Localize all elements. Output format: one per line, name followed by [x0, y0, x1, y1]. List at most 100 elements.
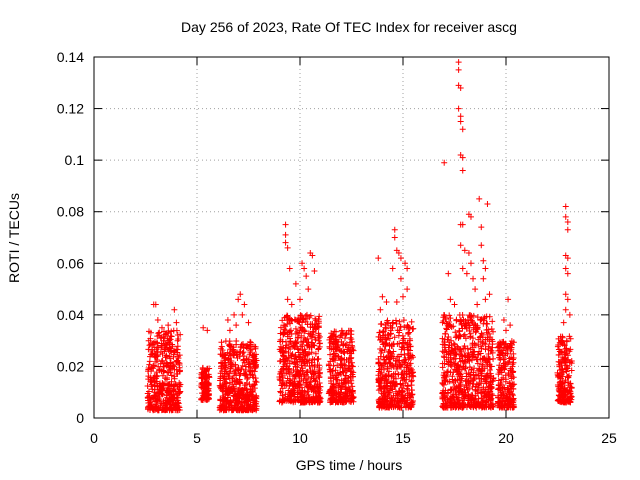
data-point: [283, 362, 290, 369]
data-point: [287, 377, 294, 384]
data-point: [393, 320, 400, 327]
data-point: [253, 405, 260, 412]
data-point: [347, 334, 354, 341]
data-point: [165, 369, 172, 376]
data-point: [441, 159, 448, 166]
data-point: [499, 397, 506, 404]
data-point: [171, 306, 178, 313]
data-point: [200, 324, 207, 331]
data-point: [284, 296, 291, 303]
data-point: [154, 340, 161, 347]
data-point: [474, 390, 481, 397]
data-point: [459, 400, 466, 407]
data-point: [490, 375, 497, 382]
data-point: [279, 385, 286, 392]
data-point: [167, 355, 174, 362]
data-point: [144, 394, 151, 401]
data-point: [379, 374, 386, 381]
data-point: [468, 351, 475, 358]
data-point: [285, 344, 292, 351]
data-point: [377, 321, 384, 328]
data-point: [224, 356, 231, 363]
data-point: [443, 373, 450, 380]
data-point: [478, 330, 485, 337]
data-point: [222, 366, 229, 373]
data-point: [238, 403, 245, 410]
data-point: [478, 316, 485, 323]
data-point: [459, 221, 466, 228]
data-point: [383, 319, 390, 326]
data-point: [249, 371, 256, 378]
data-point: [159, 391, 166, 398]
data-point: [338, 332, 345, 339]
data-point: [465, 249, 472, 256]
data-point: [376, 403, 383, 410]
data-point: [166, 366, 173, 373]
data-point: [376, 329, 383, 336]
data-point: [559, 338, 566, 345]
data-point: [497, 380, 504, 387]
y-tick-label: 0.14: [57, 49, 84, 65]
data-point: [174, 346, 181, 353]
data-point: [406, 341, 413, 348]
data-point: [332, 333, 339, 340]
data-point: [563, 397, 570, 404]
data-point: [474, 314, 481, 321]
data-point: [288, 392, 295, 399]
data-point: [146, 342, 153, 349]
data-point: [160, 328, 167, 335]
data-point: [475, 336, 482, 343]
data-point: [554, 397, 561, 404]
data-point: [276, 376, 283, 383]
data-point: [220, 394, 227, 401]
data-point: [557, 387, 564, 394]
data-point: [567, 380, 574, 387]
data-point: [400, 335, 407, 342]
data-point: [173, 327, 180, 334]
data-point: [386, 335, 393, 342]
data-point: [159, 372, 166, 379]
data-point: [305, 375, 312, 382]
data-point: [240, 345, 247, 352]
data-point: [283, 355, 290, 362]
data-point: [164, 335, 171, 342]
data-point: [382, 393, 389, 400]
data-point: [407, 337, 414, 344]
data-point: [466, 402, 473, 409]
data-point: [292, 280, 299, 287]
data-point: [295, 389, 302, 396]
data-point: [299, 347, 306, 354]
data-point: [251, 343, 258, 350]
data-point: [398, 361, 405, 368]
data-point: [315, 355, 322, 362]
data-point: [455, 66, 462, 73]
data-point: [305, 330, 312, 337]
data-point: [236, 385, 243, 392]
data-point: [558, 349, 565, 356]
data-point: [442, 378, 449, 385]
data-point: [307, 321, 314, 328]
data-point: [389, 401, 396, 408]
data-point: [165, 322, 172, 329]
data-point: [203, 372, 210, 379]
data-point: [483, 320, 490, 327]
data-point: [402, 380, 409, 387]
data-point: [402, 260, 409, 267]
data-point: [487, 363, 494, 370]
data-point: [295, 334, 302, 341]
data-point: [235, 296, 242, 303]
data-point: [398, 375, 405, 382]
data-point: [217, 397, 224, 404]
data-point: [237, 370, 244, 377]
data-point: [296, 378, 303, 385]
data-point: [332, 344, 339, 351]
data-point: [157, 366, 164, 373]
data-point: [239, 350, 246, 357]
data-point: [459, 154, 466, 161]
data-point: [408, 387, 415, 394]
data-point: [148, 368, 155, 375]
data-point: [243, 385, 250, 392]
data-point: [375, 397, 382, 404]
data-point: [343, 372, 350, 379]
data-point: [457, 113, 464, 120]
